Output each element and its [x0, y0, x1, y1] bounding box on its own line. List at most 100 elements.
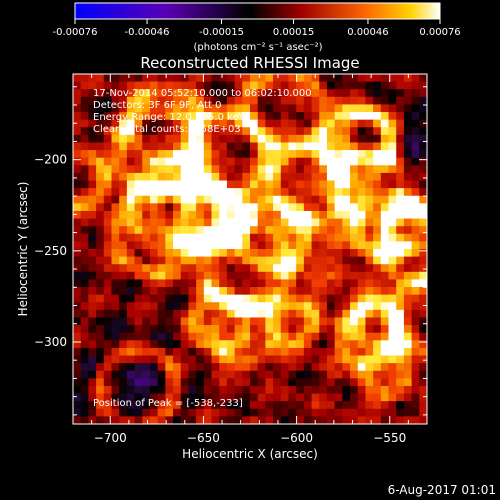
heatmap-cell [211, 385, 220, 395]
heatmap-cell [111, 203, 120, 212]
heatmap-cell [296, 89, 305, 98]
heatmap-cell [157, 325, 166, 334]
heatmap-cell [365, 89, 374, 98]
heatmap-cell [173, 408, 182, 417]
heatmap-cell [73, 408, 82, 417]
heatmap-cell [134, 241, 143, 250]
heatmap-cell [242, 172, 251, 182]
heatmap-cell [80, 157, 89, 166]
heatmap-cell [234, 332, 243, 341]
heatmap-cell [88, 104, 97, 113]
heatmap-cell [419, 264, 427, 273]
heatmap-cell [211, 355, 220, 364]
heatmap-cell [196, 180, 205, 189]
heatmap-cell [80, 294, 89, 303]
heatmap-cell [234, 195, 243, 204]
heatmap-cell [157, 264, 166, 273]
heatmap-cell [280, 401, 290, 410]
heatmap-cell [73, 393, 82, 402]
heatmap-cell [257, 203, 266, 212]
heatmap-cell [73, 142, 82, 151]
heatmap-cell [357, 401, 367, 410]
heatmap-cell [234, 309, 243, 319]
heatmap-cell [80, 271, 89, 281]
heatmap-cell [173, 309, 182, 319]
heatmap-cell [157, 355, 166, 364]
heatmap-cell [357, 119, 367, 128]
heatmap-cell [173, 241, 182, 250]
heatmap-cell [280, 393, 290, 402]
heatmap-cell [288, 332, 297, 341]
heatmap-cell [296, 287, 305, 296]
heatmap-cell [273, 332, 282, 341]
heatmap-cell [196, 127, 205, 136]
heatmap-cell [211, 279, 220, 288]
heatmap-cell [242, 104, 251, 113]
heatmap-cell [126, 188, 136, 197]
heatmap-cell [149, 157, 159, 166]
heatmap-cell [411, 385, 420, 395]
heatmap-cell [173, 302, 182, 311]
heatmap-cell [165, 150, 174, 159]
heatmap-cell [149, 89, 159, 98]
heatmap-cell [250, 127, 259, 136]
heatmap-cell [373, 287, 382, 296]
heatmap-cell [273, 408, 282, 417]
heatmap-cell [103, 378, 113, 387]
heatmap-cell [211, 134, 220, 144]
heatmap-cell [257, 393, 266, 402]
heatmap-cell [311, 302, 320, 311]
heatmap-cell [342, 294, 351, 303]
heatmap-cell [165, 249, 174, 258]
heatmap-cell [357, 355, 367, 364]
heatmap-cell [73, 325, 82, 334]
heatmap-cell [342, 347, 351, 357]
heatmap-cell [242, 355, 251, 364]
heatmap-cell [165, 241, 174, 250]
heatmap-cell [342, 340, 351, 349]
heatmap-cell [288, 401, 297, 410]
heatmap-cell [173, 393, 182, 402]
heatmap-cell [373, 309, 382, 319]
heatmap-cell [342, 378, 351, 387]
heatmap-cell [311, 233, 320, 242]
heatmap-cell [142, 294, 151, 303]
heatmap-cell [334, 256, 343, 265]
heatmap-cell [73, 96, 82, 106]
heatmap-cell [250, 271, 259, 281]
heatmap-cell [180, 218, 190, 227]
heatmap-cell [219, 340, 228, 349]
heatmap-cell [234, 134, 243, 144]
heatmap-cell [334, 150, 343, 159]
heatmap-cell [242, 393, 251, 402]
heatmap-cell [342, 401, 351, 410]
heatmap-cell [288, 279, 297, 288]
heatmap-cell [226, 233, 236, 242]
heatmap-cell [203, 104, 213, 113]
heatmap-cell [373, 393, 382, 402]
heatmap-cell [257, 81, 266, 90]
heatmap-cell [257, 378, 266, 387]
heatmap-cell [226, 112, 236, 121]
heatmap-cell [111, 332, 120, 341]
heatmap-cell [103, 363, 113, 372]
heatmap-cell [219, 142, 228, 151]
heatmap-cell [234, 127, 243, 136]
heatmap-cell [157, 150, 166, 159]
heatmap-cell [80, 112, 89, 121]
heatmap-cell [234, 74, 243, 83]
heatmap-cell [365, 142, 374, 151]
heatmap-cell [373, 370, 382, 379]
heatmap-cell [173, 104, 182, 113]
heatmap-cell [149, 302, 159, 311]
heatmap-cell [257, 271, 266, 281]
heatmap-cell [350, 264, 359, 273]
heatmap-cell [411, 264, 420, 273]
heatmap-cell [157, 249, 166, 258]
heatmap-cell [196, 188, 205, 197]
heatmap-cell [149, 340, 159, 349]
heatmap-cell [234, 180, 243, 189]
heatmap-cell [234, 378, 243, 387]
heatmap-cell [196, 218, 205, 227]
heatmap-cell [296, 309, 305, 319]
